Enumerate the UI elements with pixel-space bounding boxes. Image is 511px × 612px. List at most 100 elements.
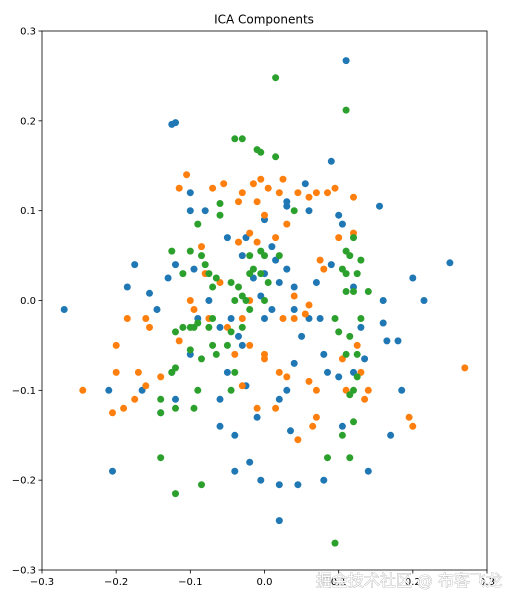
data-point-series-0-12	[335, 211, 343, 219]
data-point-series-1-48	[157, 373, 165, 381]
data-point-series-2-17	[350, 288, 357, 295]
data-point-series-1-64	[364, 386, 372, 394]
axes-layer: −0.3 −0.2 −0.1 0.0 0.1 0.2 0.3 −0.3 −0.2 −0.1 0.0 0…	[12, 27, 495, 589]
data-point-series-2-42	[235, 283, 242, 291]
data-point-series-1-3	[220, 180, 228, 188]
data-point-series-1-47	[175, 337, 183, 345]
data-point-series-1-55	[112, 341, 120, 349]
data-point-series-1-65	[353, 341, 361, 349]
data-point-series-0-83	[231, 431, 239, 439]
data-point-series-1-28	[246, 341, 254, 349]
data-point-series-1-24	[290, 292, 298, 300]
data-point-series-2-59	[186, 323, 194, 331]
data-point-series-0-41	[268, 243, 276, 251]
data-point-series-2-76	[227, 386, 235, 394]
data-point-series-0-19	[223, 234, 231, 242]
y-tick-label-2: −0.1	[12, 386, 36, 397]
data-point-series-0-16	[186, 207, 194, 215]
points-layer	[60, 57, 469, 547]
data-point-series-2-39	[209, 283, 217, 291]
data-point-series-1-30	[275, 368, 283, 376]
data-point-series-2-15	[353, 270, 361, 278]
data-point-series-0-4	[109, 467, 116, 475]
data-point-series-1-52	[120, 404, 128, 412]
data-point-series-0-39	[205, 297, 213, 304]
data-point-series-1-39	[238, 382, 246, 390]
data-point-series-2-79	[261, 297, 268, 304]
data-point-series-2-2	[231, 135, 239, 143]
data-point-series-2-28	[346, 391, 354, 399]
data-point-series-1-4	[238, 189, 246, 197]
data-point-series-0-43	[238, 252, 246, 260]
data-point-series-0-74	[312, 279, 320, 286]
data-point-series-2-8	[216, 211, 224, 219]
data-point-series-0-62	[338, 422, 346, 430]
x-tick-label-0: −0.3	[30, 577, 54, 588]
y-tick-label-0: −0.3	[12, 566, 36, 577]
x-tick-label-5: 0.2	[405, 577, 421, 588]
data-point-series-0-82	[223, 368, 231, 376]
data-point-series-2-83	[338, 265, 346, 273]
data-point-series-0-37	[227, 315, 235, 322]
data-point-series-2-74	[172, 490, 179, 498]
data-point-series-2-22	[335, 328, 343, 336]
data-point-series-0-86	[261, 315, 268, 322]
data-point-series-2-6	[272, 153, 280, 161]
data-point-series-2-1	[342, 106, 350, 114]
data-point-series-1-1	[175, 184, 183, 192]
data-point-series-0-33	[290, 306, 298, 313]
data-point-series-1-53	[109, 409, 116, 417]
data-point-series-0-79	[172, 261, 179, 269]
data-point-series-1-31	[283, 373, 291, 381]
data-point-series-2-49	[275, 252, 283, 260]
data-point-series-2-81	[246, 252, 254, 260]
data-point-series-2-25	[353, 350, 361, 358]
x-tick-label-1: −0.2	[104, 577, 128, 588]
data-point-series-2-11	[350, 234, 357, 242]
data-point-series-2-56	[205, 323, 213, 331]
data-point-series-2-45	[249, 265, 257, 273]
data-point-series-2-78	[223, 341, 231, 349]
data-point-series-0-58	[275, 481, 283, 489]
data-point-series-0-25	[379, 319, 387, 327]
data-point-series-2-61	[172, 328, 179, 336]
data-point-series-0-5	[105, 386, 113, 394]
data-point-series-0-46	[298, 332, 306, 340]
data-point-series-2-40	[212, 274, 220, 282]
data-point-series-2-36	[198, 252, 205, 260]
data-point-series-2-38	[205, 270, 213, 278]
data-point-series-2-75	[198, 481, 205, 489]
data-point-series-0-66	[172, 395, 179, 403]
data-point-series-0-29	[387, 431, 395, 439]
data-point-series-1-2	[209, 184, 217, 192]
data-point-series-2-80	[264, 279, 272, 286]
data-point-series-1-10	[279, 175, 287, 183]
data-point-series-0-75	[327, 261, 335, 269]
data-point-series-2-10	[290, 207, 298, 215]
data-point-series-2-41	[227, 279, 235, 286]
data-point-series-0-57	[257, 476, 265, 484]
data-point-series-0-17	[186, 189, 194, 197]
data-point-series-2-7	[216, 200, 224, 207]
data-point-series-2-77	[231, 368, 239, 376]
data-point-series-0-14	[305, 207, 313, 215]
data-point-series-0-48	[283, 386, 291, 394]
data-point-series-1-49	[142, 382, 150, 390]
data-point-series-1-66	[305, 301, 313, 309]
y-tick-label-4: 0.1	[20, 206, 36, 217]
data-point-series-0-2	[168, 120, 176, 128]
data-point-series-2-33	[331, 539, 339, 547]
data-point-series-2-26	[353, 373, 361, 381]
data-point-series-0-51	[253, 413, 261, 421]
data-point-series-0-24	[379, 297, 387, 304]
data-point-series-0-3	[60, 306, 68, 313]
data-point-series-0-8	[146, 289, 153, 297]
data-point-series-2-68	[172, 364, 179, 372]
data-point-series-2-31	[346, 454, 354, 462]
data-point-series-0-21	[446, 259, 454, 267]
data-point-series-2-9	[194, 220, 202, 228]
data-point-series-2-51	[242, 297, 250, 304]
data-point-series-1-16	[350, 193, 357, 201]
data-point-series-2-50	[231, 297, 239, 304]
data-point-series-0-6	[131, 261, 139, 269]
